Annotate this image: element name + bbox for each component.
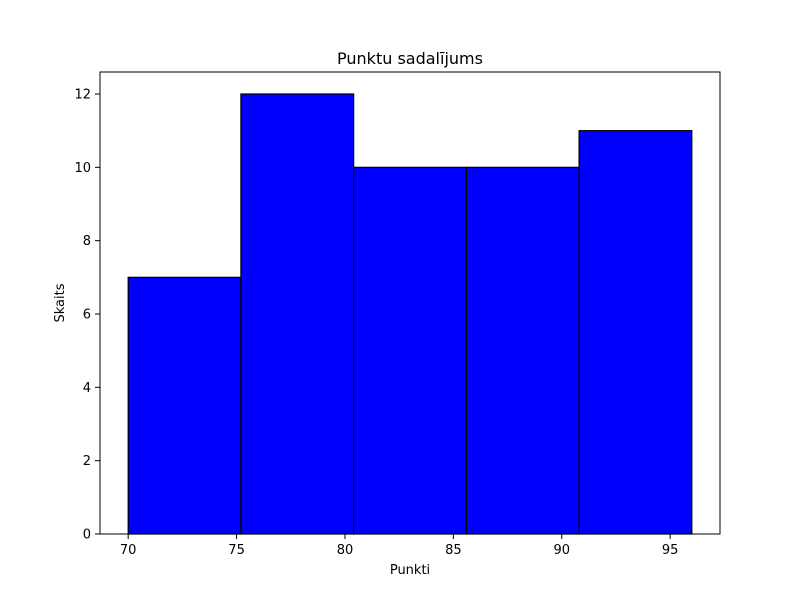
- x-tick-label: 90: [553, 543, 570, 558]
- y-axis-label: Skaits: [53, 283, 68, 322]
- histogram-bar-2: [353, 166, 467, 535]
- y-tick-label: 10: [74, 161, 91, 176]
- chart-title: Punktu sadalījums: [337, 49, 483, 68]
- y-tick-label: 4: [83, 381, 91, 396]
- y-tick-label: 8: [83, 234, 91, 249]
- y-tick-label: 2: [83, 454, 91, 469]
- histogram-bar-4: [578, 130, 693, 535]
- bars-group: [127, 93, 693, 535]
- y-tick-label: 12: [74, 88, 91, 103]
- histogram-bar-1: [240, 93, 355, 535]
- x-axis-label: Punkti: [390, 563, 430, 578]
- x-tick-label: 70: [120, 543, 137, 558]
- histogram-bar-3: [465, 166, 580, 535]
- plot-frame: [99, 71, 721, 535]
- x-tick-label: 85: [445, 543, 462, 558]
- y-tick-label: 0: [83, 528, 91, 543]
- x-axis-ticks: 70 75 80 85 90 95: [120, 534, 679, 558]
- x-tick-label: 80: [337, 543, 354, 558]
- histogram-bar-0: [127, 276, 242, 535]
- x-tick-label: 95: [662, 543, 679, 558]
- y-axis-ticks: 0 2 4 6 8 10 12: [74, 88, 100, 543]
- x-tick-label: 75: [228, 543, 245, 558]
- y-tick-label: 6: [83, 308, 91, 323]
